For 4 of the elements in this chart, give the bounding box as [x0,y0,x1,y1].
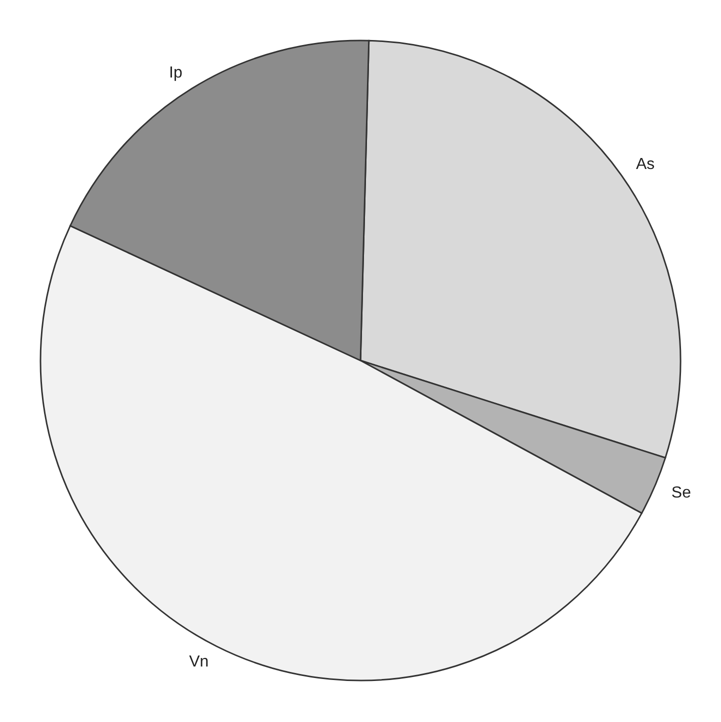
slice-label: Ip [169,64,182,82]
slice-label: As [636,156,655,173]
slice-label: Se [671,484,692,502]
slice-label: Vn [189,654,209,671]
